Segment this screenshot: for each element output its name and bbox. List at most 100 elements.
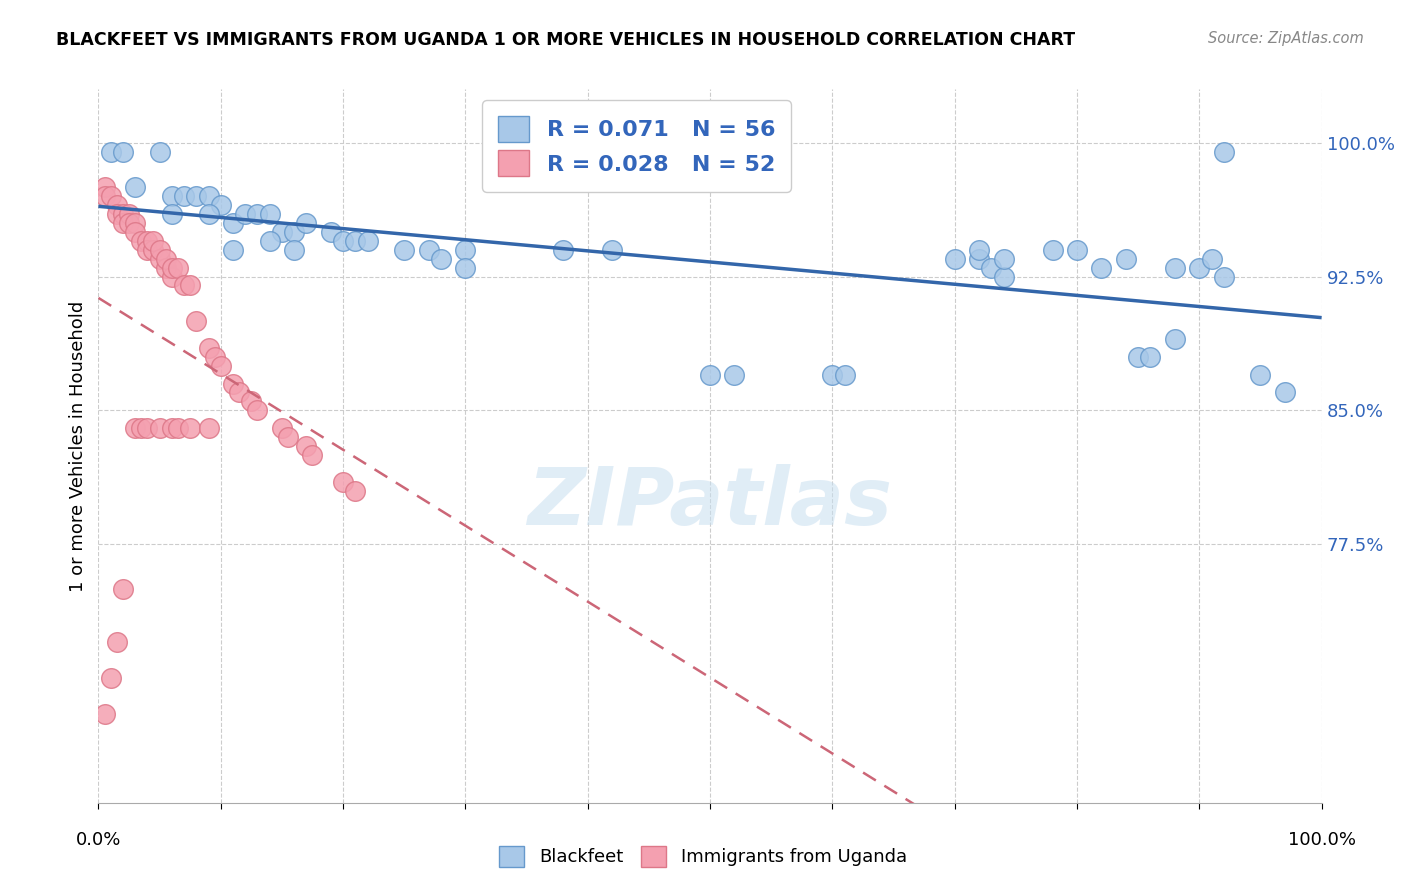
Point [283,225,305,239]
Point [136,421,159,435]
Point [1090,260,1112,275]
Point [160,207,183,221]
Text: Source: ZipAtlas.com: Source: ZipAtlas.com [1208,31,1364,46]
Point [136,243,159,257]
Text: 100.0%: 100.0% [1288,831,1355,849]
Point [1164,332,1187,346]
Point [124,225,146,239]
Point [142,243,165,257]
Point [160,260,183,275]
Point [240,394,263,409]
Point [124,421,146,435]
Point [1042,243,1064,257]
Point [1188,260,1211,275]
Point [553,243,575,257]
Point [93,189,115,203]
Point [246,403,269,417]
Point [155,260,177,275]
Point [209,198,232,212]
Point [344,483,367,498]
Point [967,243,990,257]
Point [111,145,134,159]
Point [233,207,256,221]
Point [392,243,416,257]
Point [155,252,177,266]
Point [105,207,128,221]
Point [204,350,226,364]
Point [418,243,440,257]
Point [699,368,721,382]
Point [129,234,152,248]
Point [1212,145,1234,159]
Point [993,269,1015,284]
Point [173,189,195,203]
Point [222,376,245,391]
Point [160,189,183,203]
Point [93,180,115,194]
Point [111,216,134,230]
Point [149,243,172,257]
Legend: R = 0.071   N = 56, R = 0.028   N = 52: R = 0.071 N = 56, R = 0.028 N = 52 [482,100,792,192]
Point [1249,368,1271,382]
Point [259,234,281,248]
Point [222,216,245,230]
Point [186,314,208,328]
Point [167,421,190,435]
Point [1139,350,1161,364]
Point [173,278,195,293]
Point [105,198,128,212]
Point [980,260,1002,275]
Point [124,216,146,230]
Point [160,421,183,435]
Point [1212,269,1234,284]
Point [454,243,477,257]
Point [149,145,172,159]
Point [179,421,201,435]
Point [149,252,172,266]
Point [142,234,165,248]
Text: ZIPatlas: ZIPatlas [527,464,893,542]
Point [1115,252,1137,266]
Point [100,145,122,159]
Text: 0.0%: 0.0% [76,831,121,849]
Point [197,207,219,221]
Point [1201,252,1223,266]
Point [259,207,281,221]
Point [100,671,122,685]
Point [283,243,305,257]
Point [277,430,299,444]
Point [834,368,856,382]
Point [160,269,183,284]
Point [209,359,232,373]
Point [821,368,844,382]
Point [197,189,219,203]
Point [129,421,152,435]
Point [111,207,134,221]
Point [118,216,141,230]
Point [149,421,172,435]
Point [356,234,378,248]
Point [100,189,122,203]
Point [943,252,966,266]
Point [222,243,245,257]
Y-axis label: 1 or more Vehicles in Household: 1 or more Vehicles in Household [69,301,87,591]
Point [295,439,318,453]
Point [246,207,269,221]
Point [993,252,1015,266]
Point [430,252,453,266]
Point [197,341,219,355]
Point [186,189,208,203]
Point [1066,243,1088,257]
Point [723,368,745,382]
Legend: Blackfeet, Immigrants from Uganda: Blackfeet, Immigrants from Uganda [492,838,914,874]
Point [1128,350,1150,364]
Point [332,234,354,248]
Point [270,225,294,239]
Point [301,448,323,462]
Point [967,252,990,266]
Point [454,260,477,275]
Point [111,582,134,596]
Point [344,234,367,248]
Point [197,421,219,435]
Text: BLACKFEET VS IMMIGRANTS FROM UGANDA 1 OR MORE VEHICLES IN HOUSEHOLD CORRELATION : BLACKFEET VS IMMIGRANTS FROM UGANDA 1 OR… [56,31,1076,49]
